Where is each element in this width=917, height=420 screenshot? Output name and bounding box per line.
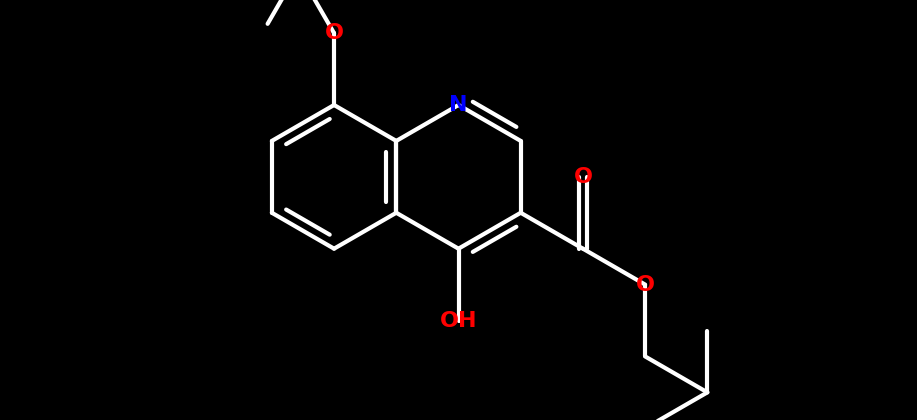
Text: OH: OH [440,310,477,331]
Text: O: O [635,275,655,294]
Text: O: O [573,167,592,187]
Text: O: O [325,23,344,43]
Text: N: N [449,95,468,115]
